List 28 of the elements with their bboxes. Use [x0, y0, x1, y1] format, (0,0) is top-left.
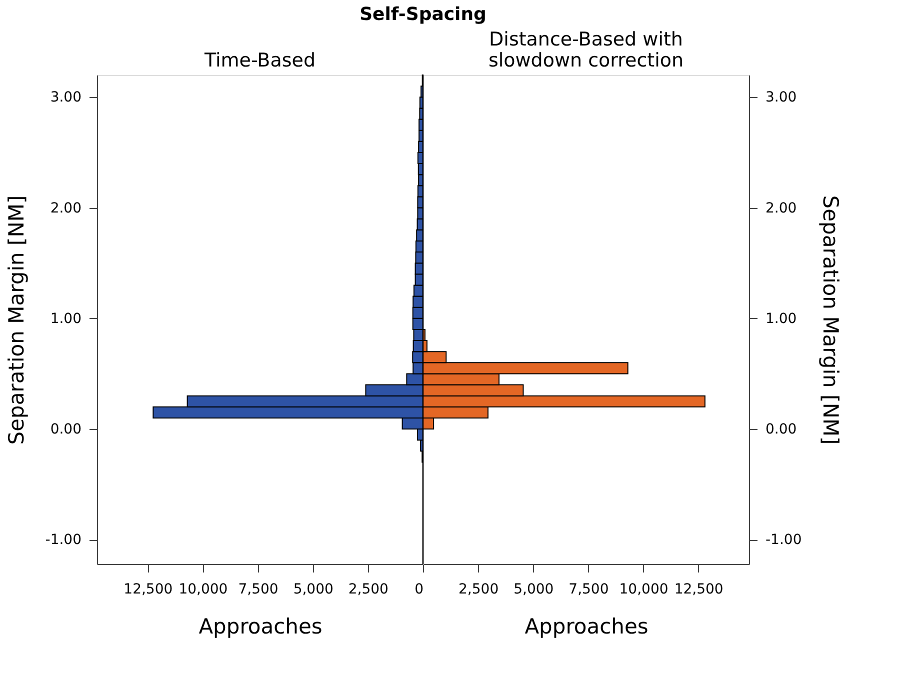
- chart-title: Self-Spacing: [360, 4, 486, 25]
- y-axis-title: Separation Margin [NM]: [4, 195, 28, 445]
- y-tick-label: -1.00: [45, 532, 82, 548]
- x-tick-label: 7,500: [238, 582, 278, 598]
- y-tick-label: 3.00: [766, 90, 797, 106]
- x-tick-label: 12,500: [674, 582, 724, 598]
- y-tick-label: 1.00: [766, 310, 797, 327]
- chart-subtitle: Time-Based: [203, 49, 316, 72]
- x-axis-title: Approaches: [198, 614, 322, 638]
- y-tick-label: 0.00: [766, 422, 797, 438]
- x-tick-label: 12,500: [124, 582, 173, 598]
- x-tick-label: 0: [414, 582, 424, 598]
- y-tick-label: 0.00: [50, 422, 82, 438]
- x-tick-label: 2,500: [458, 582, 499, 598]
- x-tick-label: 10,000: [178, 582, 228, 598]
- x-axis-title: Approaches: [524, 614, 648, 638]
- y-tick-label: -1.00: [766, 532, 802, 548]
- x-tick-label: 2,500: [348, 582, 388, 598]
- x-tick-label: 7,500: [568, 582, 609, 598]
- x-tick-label: 5,000: [293, 582, 334, 598]
- y-tick-label: 2.00: [766, 200, 797, 216]
- chart-subtitle: Distance-Based with slowdown correction: [488, 28, 684, 72]
- y-tick-label: 3.00: [50, 90, 82, 106]
- y-axis-title: Separation Margin [NM]: [818, 195, 843, 445]
- x-tick-label: 5,000: [514, 582, 554, 598]
- x-tick-label: 10,000: [619, 582, 668, 598]
- y-tick-label: 2.00: [50, 200, 82, 216]
- y-tick-label: 1.00: [50, 310, 82, 327]
